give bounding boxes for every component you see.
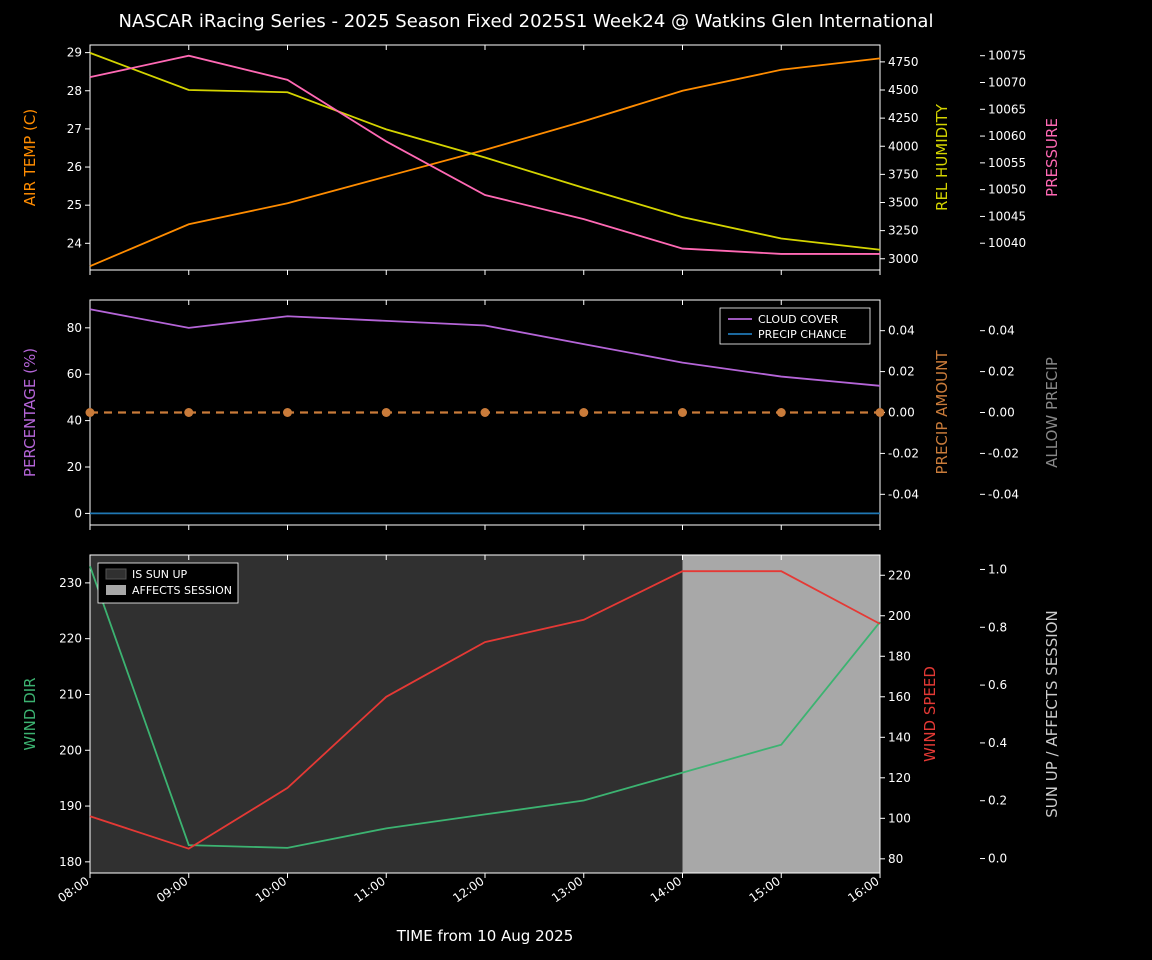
- svg-text:27: 27: [67, 122, 82, 136]
- svg-text:20: 20: [67, 460, 82, 474]
- legend-is-sun-up: IS SUN UP: [132, 568, 188, 581]
- svg-text:3500: 3500: [888, 196, 919, 210]
- svg-text:0.00: 0.00: [888, 406, 915, 420]
- svg-text:3000: 3000: [888, 252, 919, 266]
- svg-text:24: 24: [67, 236, 82, 250]
- svg-text:120: 120: [888, 771, 911, 785]
- svg-text:100: 100: [888, 811, 911, 825]
- ylabel-wind-speed: WIND SPEED: [921, 666, 939, 762]
- svg-text:60: 60: [67, 367, 82, 381]
- svg-text:210: 210: [59, 687, 82, 701]
- svg-text:10065: 10065: [988, 102, 1026, 116]
- svg-text:10040: 10040: [988, 236, 1026, 250]
- svg-text:230: 230: [59, 576, 82, 590]
- svg-text:28: 28: [67, 84, 82, 98]
- svg-text:3750: 3750: [888, 167, 919, 181]
- svg-text:0: 0: [74, 506, 82, 520]
- weather-figure: NASCAR iRacing Series - 2025 Season Fixe…: [0, 0, 1152, 960]
- svg-text:3250: 3250: [888, 224, 919, 238]
- svg-text:180: 180: [59, 855, 82, 869]
- ylabel-sun-up: SUN UP / AFFECTS SESSION: [1043, 610, 1061, 818]
- svg-text:-0.04: -0.04: [988, 487, 1019, 501]
- x-tick-label: 15:00: [747, 874, 783, 905]
- svg-text:1.0: 1.0: [988, 562, 1007, 576]
- svg-text:220: 220: [888, 568, 911, 582]
- svg-text:0.04: 0.04: [888, 324, 915, 338]
- svg-text:10070: 10070: [988, 76, 1026, 90]
- svg-text:80: 80: [888, 852, 903, 866]
- svg-text:0.00: 0.00: [988, 406, 1015, 420]
- svg-text:0.8: 0.8: [988, 620, 1007, 634]
- x-axis-label: TIME from 10 Aug 2025: [396, 927, 574, 945]
- legend-cloud-cover: CLOUD COVER: [758, 313, 839, 326]
- svg-text:-0.02: -0.02: [988, 446, 1019, 460]
- legend-precip-chance: PRECIP CHANCE: [758, 328, 847, 341]
- svg-text:4250: 4250: [888, 111, 919, 125]
- x-tick-label: 08:00: [55, 874, 91, 905]
- svg-text:10045: 10045: [988, 209, 1026, 223]
- svg-text:0.04: 0.04: [988, 324, 1015, 338]
- svg-text:26: 26: [67, 160, 82, 174]
- x-tick-label: 09:00: [154, 874, 190, 905]
- x-tick-label: 13:00: [549, 874, 585, 905]
- ylabel-wind-dir: WIND DIR: [21, 677, 39, 750]
- svg-text:140: 140: [888, 730, 911, 744]
- x-tick-label: 10:00: [253, 874, 289, 905]
- svg-text:0.6: 0.6: [988, 678, 1007, 692]
- svg-text:4500: 4500: [888, 83, 919, 97]
- svg-text:0.02: 0.02: [888, 365, 915, 379]
- svg-text:190: 190: [59, 799, 82, 813]
- ylabel-pressure: PRESSURE: [1043, 118, 1061, 197]
- svg-text:220: 220: [59, 632, 82, 646]
- ylabel-allow-precip: ALLOW PRECIP: [1043, 357, 1061, 468]
- svg-text:-0.04: -0.04: [888, 487, 919, 501]
- svg-text:10075: 10075: [988, 49, 1026, 63]
- svg-text:0.02: 0.02: [988, 365, 1015, 379]
- svg-text:180: 180: [888, 649, 911, 663]
- svg-text:29: 29: [67, 46, 82, 60]
- svg-text:4000: 4000: [888, 139, 919, 153]
- affects-session-region: [683, 555, 881, 873]
- ylabel-percentage: PERCENTAGE (%): [21, 348, 39, 477]
- x-tick-label: 16:00: [845, 874, 881, 905]
- svg-text:0.4: 0.4: [988, 736, 1007, 750]
- x-tick-label: 11:00: [352, 874, 388, 905]
- ylabel-air-temp: AIR TEMP (C): [21, 109, 39, 206]
- x-tick-label: 14:00: [648, 874, 684, 905]
- x-tick-label: 12:00: [450, 874, 486, 905]
- svg-text:0.2: 0.2: [988, 794, 1007, 808]
- legend-affects-session: AFFECTS SESSION: [132, 584, 232, 597]
- svg-text:-0.02: -0.02: [888, 446, 919, 460]
- svg-text:80: 80: [67, 321, 82, 335]
- svg-text:0.0: 0.0: [988, 852, 1007, 866]
- svg-text:200: 200: [59, 743, 82, 757]
- ylabel-precip-amount: PRECIP AMOUNT: [933, 350, 951, 475]
- chart-title: NASCAR iRacing Series - 2025 Season Fixe…: [119, 11, 934, 32]
- svg-text:160: 160: [888, 690, 911, 704]
- svg-text:10050: 10050: [988, 183, 1026, 197]
- svg-text:25: 25: [67, 198, 82, 212]
- svg-text:10055: 10055: [988, 156, 1026, 170]
- svg-text:10060: 10060: [988, 129, 1026, 143]
- svg-text:4750: 4750: [888, 55, 919, 69]
- svg-text:200: 200: [888, 609, 911, 623]
- ylabel-rel-humidity: REL HUMIDITY: [933, 103, 951, 211]
- svg-text:40: 40: [67, 414, 82, 428]
